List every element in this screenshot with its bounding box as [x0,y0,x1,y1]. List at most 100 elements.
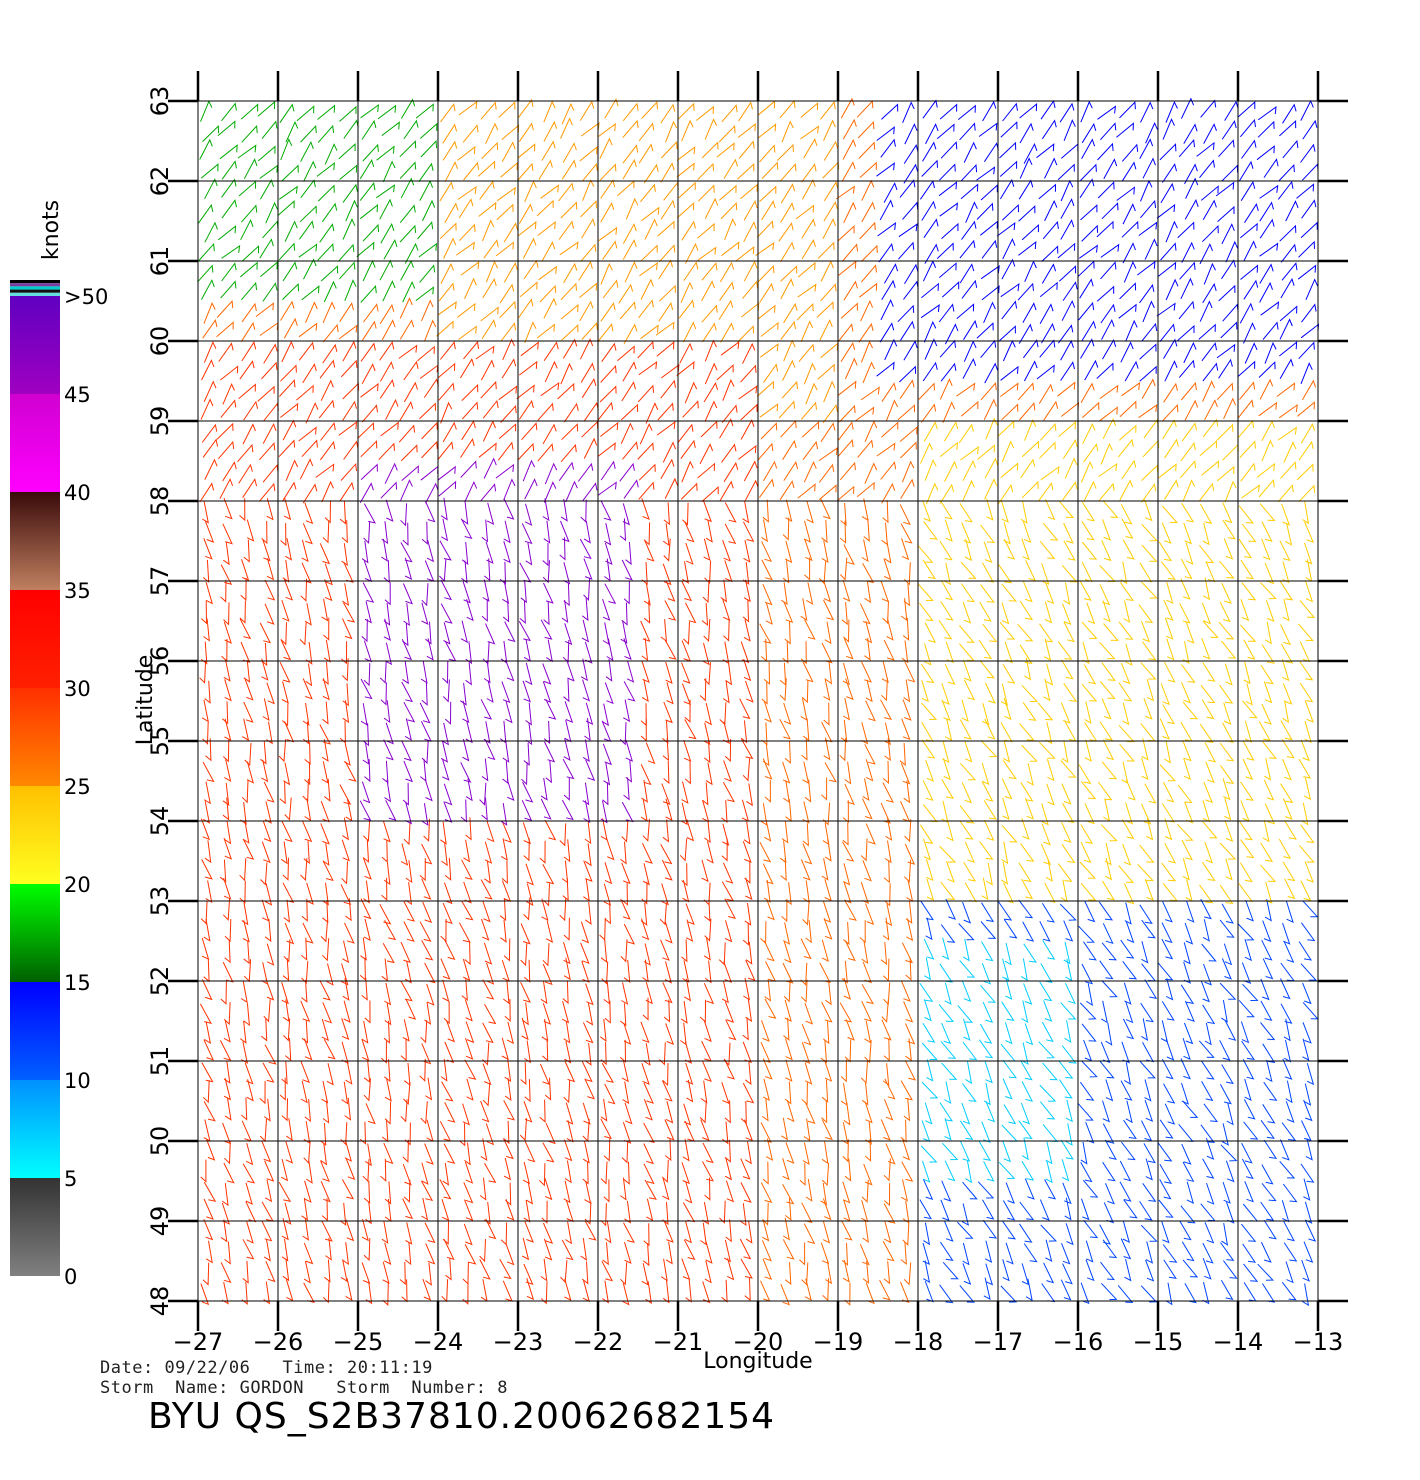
wind-barb [285,1141,294,1164]
wind-barb [1181,682,1192,704]
wind-barb [839,461,856,481]
wind-barb [1183,341,1197,364]
wind-barb [201,1062,214,1083]
wind-barb [360,342,376,362]
wind-barb [322,1002,333,1024]
wind-barb [424,1143,434,1165]
wind-barb [742,922,750,946]
wind-barb [419,264,436,283]
wind-barb [859,603,871,625]
wind-barb [1260,1120,1275,1139]
wind-barb [1200,1060,1215,1080]
date-value: 09/22/06 [164,1358,251,1378]
wind-barb [801,1262,809,1286]
wind-barb [1101,1282,1118,1301]
wind-barb [202,318,218,339]
wind-barb [361,540,369,564]
wind-barb [920,900,935,921]
wind-barb [1021,1263,1030,1286]
wind-barb [982,623,998,643]
wind-barb [343,743,351,766]
wind-barb [601,342,617,362]
wind-barb [1020,1102,1031,1125]
wind-barb [238,180,257,197]
wind-barb [380,481,398,499]
wind-barb [759,403,779,418]
wind-barb [503,1120,510,1145]
wind-barb [1203,1103,1219,1123]
wind-barb [1083,941,1097,961]
wind-barb [482,1083,491,1107]
wind-barb [1221,640,1237,659]
wind-barb [1222,519,1236,540]
wind-barb [1161,803,1176,823]
wind-barb [782,761,791,784]
wind-barb [504,621,516,643]
wind-barb [1178,1123,1194,1142]
wind-barb [302,678,313,700]
wind-barb [722,378,735,401]
wind-barb [261,658,269,681]
wind-barb [379,378,395,399]
wind-barb [563,738,571,761]
wind-barb [844,357,858,380]
wind-barb [1261,420,1275,442]
wind-barb [784,740,791,764]
wind-barb [338,142,356,160]
wind-barb [842,800,849,824]
wind-barb [1085,1259,1095,1282]
wind-barb [801,421,820,438]
wind-barb [540,777,548,801]
wind-barb [1097,781,1113,801]
wind-barb [1161,1221,1170,1244]
wind-barb [1001,602,1010,625]
wind-barb [743,977,751,1001]
wind-barb [461,900,474,921]
wind-barb [203,1101,216,1122]
wind-barb [204,840,212,864]
wind-barb [305,1161,313,1184]
wind-barb [743,200,758,221]
wind-barb [1300,739,1310,762]
wind-barb [703,722,711,746]
wind-barb [1180,277,1194,300]
wind-barb [501,1037,509,1061]
wind-barb [744,902,752,926]
wind-barb [782,359,796,381]
wind-barb [1242,740,1255,761]
wind-barb [723,760,732,782]
wind-barb [980,740,998,758]
wind-barb [199,1003,212,1024]
wind-barb [757,304,776,320]
wind-barb [384,919,397,941]
wind-barb [419,858,426,882]
wind-barb [224,919,232,943]
wind-barb [200,163,219,179]
wind-barb [942,740,950,763]
wind-barb [600,179,616,199]
wind-barb [722,680,730,704]
wind-barb [222,739,230,763]
wind-barb [482,1022,494,1044]
wind-barb [365,1201,372,1225]
wind-barb [524,503,533,526]
wind-barb [323,639,331,663]
wind-barb [442,979,450,1002]
wind-barb [1299,682,1314,703]
wind-barb [362,223,380,242]
wind-barb [804,1062,813,1085]
wind-barb [761,681,768,705]
wind-barb [541,140,556,161]
wind-barb [1078,925,1095,943]
wind-barb [221,102,237,122]
wind-barb [382,280,396,302]
wind-barb [1001,861,1009,885]
wind-barb [203,341,217,363]
wind-barb [441,758,450,781]
wind-barb [522,1161,530,1185]
wind-barb [1021,1081,1034,1102]
wind-barb [560,498,568,522]
wind-barb [1177,784,1193,804]
wind-barb [783,302,798,324]
wind-barb [1259,281,1273,303]
